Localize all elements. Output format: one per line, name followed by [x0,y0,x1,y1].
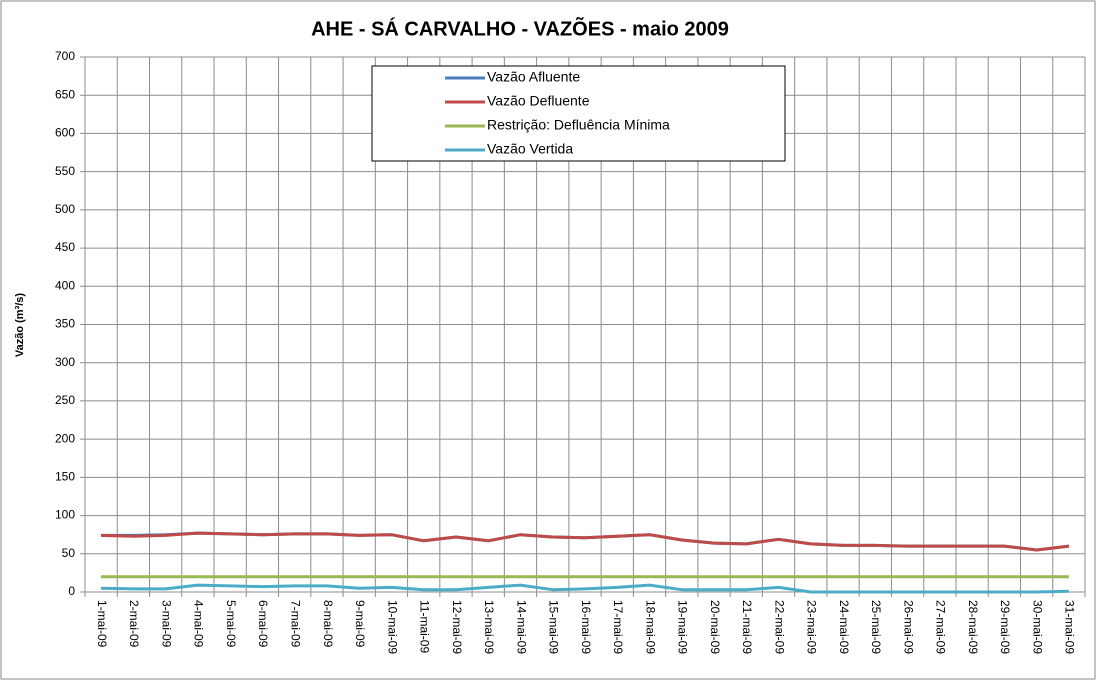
y-tick-label: 250 [55,393,75,407]
y-tick-label: 500 [55,202,75,216]
x-tick-label: 30-mai-09 [1030,600,1044,654]
x-tick-label: 3-mai-09 [159,600,173,648]
x-tick-label: 4-mai-09 [192,600,206,648]
x-tick-label: 9-mai-09 [353,600,367,648]
y-tick-label: 0 [68,584,75,598]
series-line [101,531,1070,552]
y-tick-label: 400 [55,278,75,292]
x-tick-label: 19-mai-09 [676,600,690,654]
x-tick-label: 26-mai-09 [901,600,915,654]
x-tick-label: 31-mai-09 [1063,600,1077,654]
x-tick-label: 28-mai-09 [966,600,980,654]
x-tick-label: 21-mai-09 [740,600,754,654]
y-tick-label: 700 [55,49,75,63]
y-tick-label: 550 [55,164,75,178]
x-tick-label: 5-mai-09 [224,600,238,648]
x-tick-label: 16-mai-09 [579,600,593,654]
y-tick-label: 650 [55,87,75,101]
y-tick-label: 450 [55,240,75,254]
y-tick-label: 350 [55,317,75,331]
y-tick-label: 100 [55,508,75,522]
legend-box [371,65,786,162]
x-tick-label: 17-mai-09 [611,600,625,654]
x-tick-label: 11-mai-09 [418,600,432,653]
x-tick-label: 29-mai-09 [998,600,1012,654]
x-tick-label: 6-mai-09 [256,600,270,648]
x-tick-label: 8-mai-09 [321,600,335,648]
legend-label: Restrição: Defluência Mínima [487,117,670,133]
x-tick-label: 25-mai-09 [869,600,883,654]
x-tick-label: 18-mai-09 [643,600,657,654]
x-tick-label: 10-mai-09 [385,600,399,654]
x-tick-label: 27-mai-09 [934,600,948,654]
y-tick-label: 50 [62,546,76,560]
x-tick-label: 22-mai-09 [772,600,786,654]
x-tick-label: 12-mai-09 [450,600,464,654]
y-axis-title: Vazão (m³/s) [14,293,26,358]
y-tick-label: 300 [55,355,75,369]
series-line [101,583,1069,594]
x-tick-label: 2-mai-09 [127,600,141,648]
x-tick-label: 23-mai-09 [805,600,819,654]
x-tick-label: 1-mai-09 [95,600,109,648]
x-tick-label: 24-mai-09 [837,600,851,654]
legend-label: Vazão Afluente [487,69,580,85]
y-tick-label: 150 [55,470,75,484]
x-tick-label: 20-mai-09 [708,600,722,654]
x-tick-label: 7-mai-09 [289,600,303,648]
legend-label: Vazão Defluente [487,93,590,109]
legend-label: Vazão Vertida [487,141,573,157]
x-tick-label: 14-mai-09 [514,600,528,654]
x-tick-label: 13-mai-09 [482,600,496,654]
x-tick-label: 15-mai-09 [547,600,561,654]
y-tick-label: 200 [55,431,75,445]
chart-title: AHE - SÁ CARVALHO - VAZÕES - maio 2009 [311,16,729,40]
y-tick-label: 600 [55,126,75,140]
